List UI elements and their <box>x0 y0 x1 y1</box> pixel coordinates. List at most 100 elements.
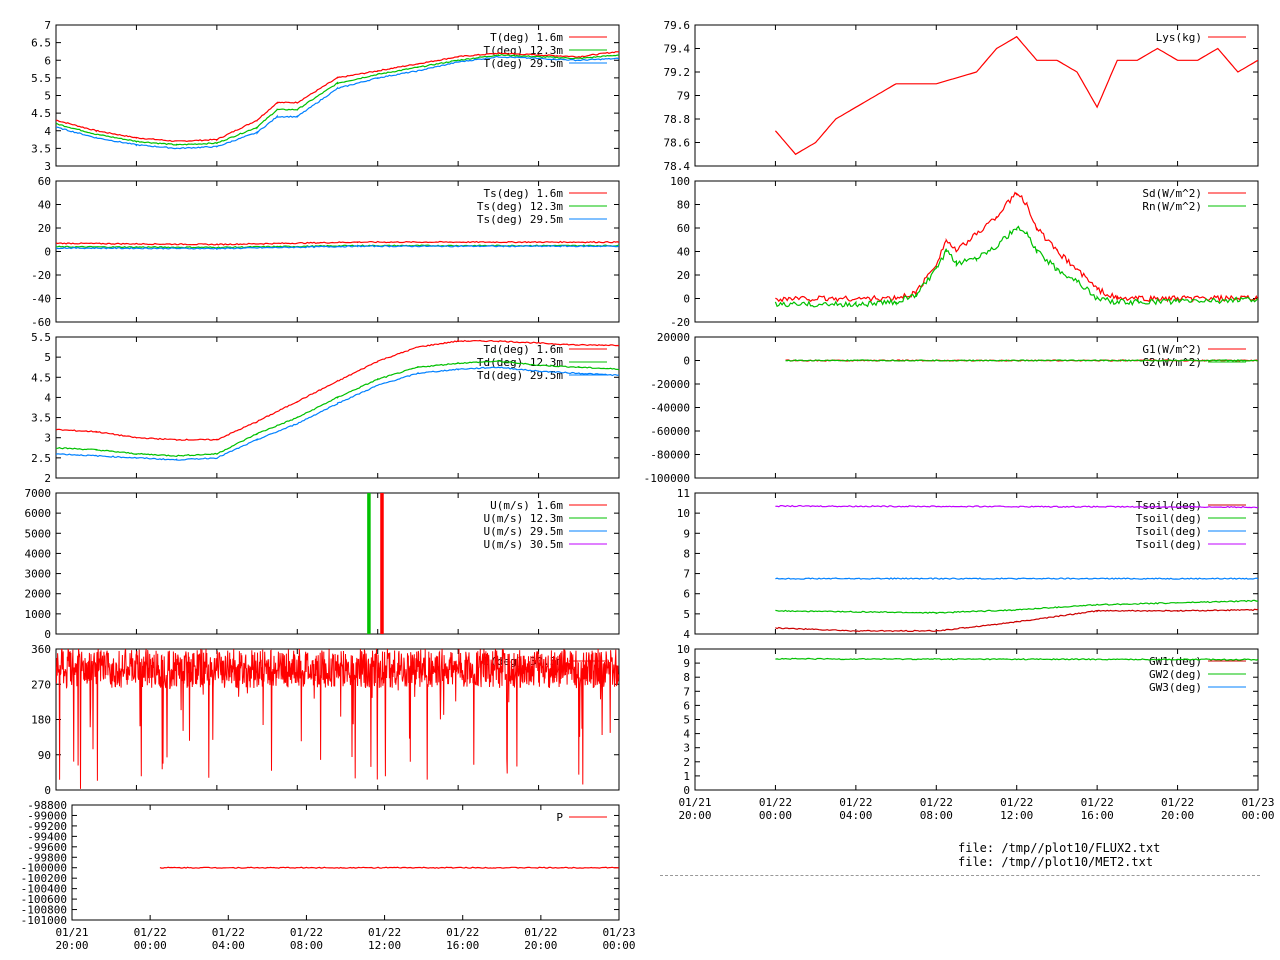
y-tick-label: 2000 <box>25 588 52 601</box>
series-line <box>785 359 1258 362</box>
y-tick-label: 11 <box>677 487 690 500</box>
series-group <box>785 359 1258 362</box>
x-tick-date: 01/22 <box>212 926 245 939</box>
series-spike <box>380 493 384 634</box>
y-tick-label: 6000 <box>25 507 52 520</box>
plot-frame <box>55 336 620 479</box>
y-tick-label: -99800 <box>27 851 67 864</box>
series-group <box>56 51 619 150</box>
plot-frame <box>55 492 620 635</box>
y-tick-label: 0 <box>683 355 690 368</box>
legend-label: Ts(deg) 1.6m <box>484 187 564 200</box>
x-tick-date: 01/22 <box>839 796 872 809</box>
y-tick-label: 5.5 <box>31 72 51 85</box>
series-group <box>367 493 384 634</box>
x-tick-time: 04:00 <box>212 939 245 952</box>
plot-frame <box>71 804 620 921</box>
y-tick-label: 270 <box>31 678 51 691</box>
series-group <box>774 35 1258 156</box>
plot-frame <box>694 492 1259 635</box>
x-tick-time: 20:00 <box>524 939 557 952</box>
legend-label: Rn(W/m^2) <box>1142 200 1202 213</box>
y-tick-label: 5 <box>683 714 690 727</box>
y-tick-label: 3 <box>683 742 690 755</box>
y-tick-label: 20 <box>38 222 51 235</box>
y-tick-label: 3 <box>44 432 51 445</box>
y-tick-label: 2.5 <box>31 452 51 465</box>
x-tick-time: 00:00 <box>134 939 167 952</box>
x-tick-time: 20:00 <box>678 809 711 822</box>
chart-rad: -20 0 20 40 60 80 100 Sd(W/m^2)Rn(W/m^2) <box>670 175 1259 329</box>
series-group <box>56 240 619 251</box>
series-group <box>774 191 1258 308</box>
legend-label: Ts(deg) 29.5m <box>477 213 563 226</box>
y-tick-label: -100000 <box>21 862 67 875</box>
y-tick-label: -80000 <box>650 449 690 462</box>
series-line <box>56 55 619 150</box>
y-tick-label: 78.4 <box>664 160 691 173</box>
y-tick-label: -40 <box>31 293 51 306</box>
y-tick-label: 78.8 <box>664 113 691 126</box>
y-tick-label: -100600 <box>21 893 67 906</box>
legend-label: Sd(W/m^2) <box>1142 187 1202 200</box>
y-tick-label: 4 <box>44 125 51 138</box>
legend-label: Td(deg) 1.6m <box>484 343 564 356</box>
series-group <box>159 866 619 869</box>
y-tick-label: 79 <box>677 90 690 103</box>
legend-label: Tsoil(deg) <box>1136 512 1202 525</box>
y-tick-label: 8 <box>683 547 690 560</box>
y-tick-label: 0 <box>44 784 51 797</box>
series-group <box>56 339 619 461</box>
chart-t: 33.544.555.566.57T(deg) 1.6mT(deg) 12.3m… <box>31 19 620 173</box>
series-line <box>775 599 1258 615</box>
y-tick-label: 2 <box>683 756 690 769</box>
y-tick-label: 20000 <box>657 331 690 344</box>
x-axis-labels: 01/2120:0001/2200:0001/2204:0001/2208:00… <box>678 796 1274 822</box>
x-tick-date: 01/22 <box>134 926 167 939</box>
x-tick-date: 01/22 <box>759 796 792 809</box>
x-tick-date: 01/22 <box>920 796 953 809</box>
legend-label: Tsoil(deg) <box>1136 499 1202 512</box>
x-tick-time: 00:00 <box>759 809 792 822</box>
x-tick-time: 20:00 <box>55 939 88 952</box>
y-tick-label: 7 <box>683 685 690 698</box>
legend-label: U(m/s) 12.3m <box>484 512 564 525</box>
series-line <box>775 577 1258 580</box>
y-tick-label: 4.5 <box>31 107 51 120</box>
legend-label: Tsoil(deg) <box>1136 538 1202 551</box>
x-tick-time: 00:00 <box>602 939 635 952</box>
chart-p: -98800-99000-99200-99400-99600-99800-100… <box>21 799 620 927</box>
y-tick-label: 1000 <box>25 608 52 621</box>
y-tick-label: -60000 <box>650 425 690 438</box>
series-line <box>774 35 1258 156</box>
y-tick-label: 5 <box>44 351 51 364</box>
series-group <box>775 657 1258 661</box>
y-tick-label: 0 <box>44 246 51 259</box>
x-tick-time: 12:00 <box>1000 809 1033 822</box>
footer-file-2: file: /tmp//plot10/MET2.txt <box>958 855 1154 869</box>
y-tick-label: 3000 <box>25 568 52 581</box>
series-line <box>775 657 1258 661</box>
y-tick-label: 7000 <box>25 487 52 500</box>
y-tick-label: -99000 <box>27 809 67 822</box>
legend-label: T(deg) 1.6m <box>490 31 563 44</box>
y-tick-label: 4000 <box>25 547 52 560</box>
y-tick-label: -101000 <box>21 914 67 927</box>
legend-label: U(m/s) 30.5m <box>484 538 564 551</box>
series-spike <box>367 493 371 634</box>
x-tick-date: 01/22 <box>1000 796 1033 809</box>
x-tick-date: 01/22 <box>290 926 323 939</box>
y-tick-label: 5 <box>44 90 51 103</box>
series-line <box>775 608 1258 633</box>
series-line <box>56 649 619 789</box>
y-tick-label: 6 <box>683 699 690 712</box>
legend-label: P <box>556 811 563 824</box>
y-tick-label: 4.5 <box>31 371 51 384</box>
series-line <box>775 504 1258 509</box>
legend-label: G1(W/m^2) <box>1142 343 1202 356</box>
x-tick-date: 01/21 <box>55 926 88 939</box>
legend-label: T(deg) 29.5m <box>484 57 564 70</box>
